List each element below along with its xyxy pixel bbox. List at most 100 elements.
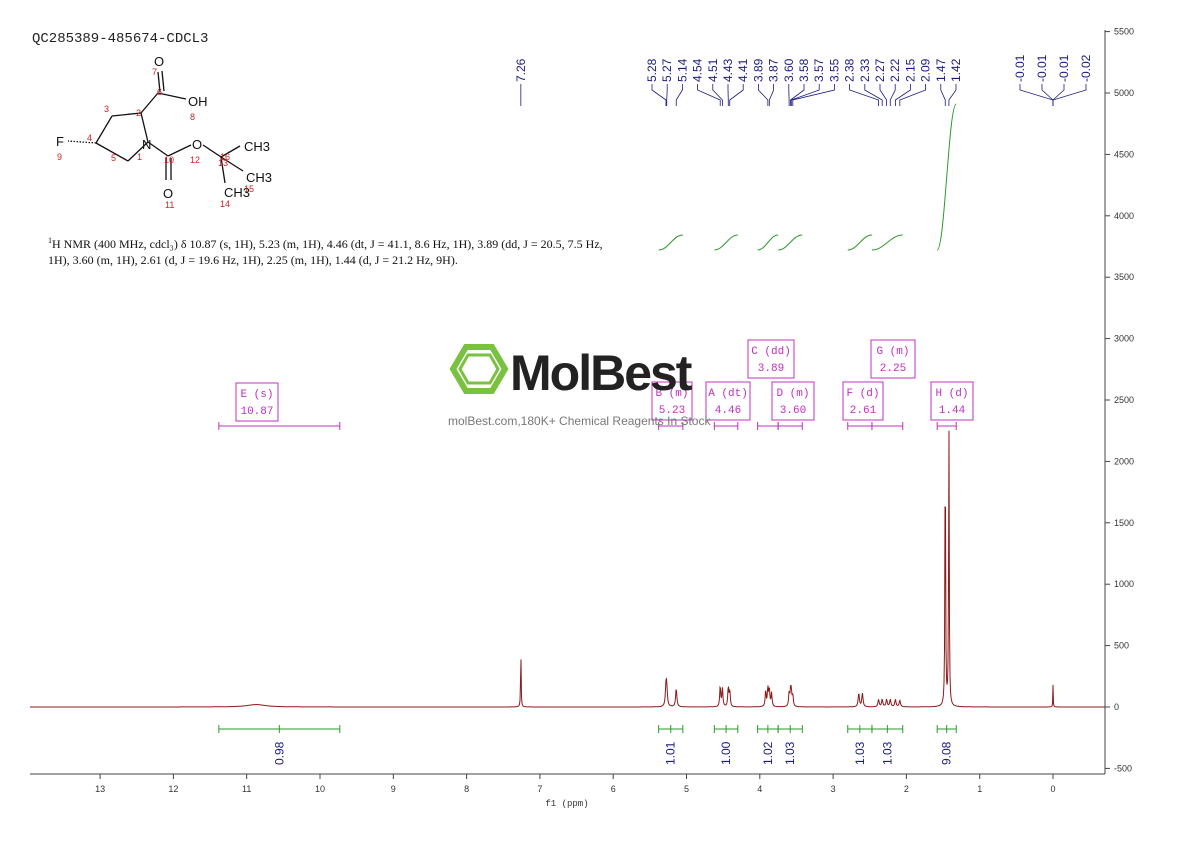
peak-label: 2.27 — [873, 58, 887, 82]
multiplet-shift: 5.23 — [659, 405, 685, 417]
atom-number: 12 — [190, 155, 200, 165]
y-tick-label: 4500 — [1114, 149, 1134, 159]
peak-label: 4.54 — [691, 58, 705, 82]
peak-label: 5.27 — [660, 58, 674, 82]
integral-curve — [871, 234, 903, 251]
benzene-inner-icon — [458, 353, 500, 385]
benzene-logo-icon — [449, 344, 509, 394]
multiplet-shift: 2.61 — [850, 405, 877, 417]
atom-number: 7 — [152, 67, 157, 77]
integral-value: 1.03 — [783, 741, 797, 765]
y-tick-label: 3000 — [1114, 334, 1134, 344]
atom-label: OH — [188, 94, 208, 109]
integral-curve — [847, 234, 873, 251]
atom-number: 5 — [111, 153, 116, 163]
atom-label: O — [163, 186, 173, 201]
peak-label-leader — [879, 84, 888, 106]
multiplet-label: F (d) — [846, 388, 879, 400]
multiplet-box — [235, 382, 279, 422]
y-tick-label: 4000 — [1114, 211, 1134, 221]
peak-label-leader — [899, 84, 926, 106]
atom-number: 4 — [87, 133, 92, 143]
integral-value: 1.03 — [853, 741, 867, 765]
y-tick-label: 1500 — [1114, 518, 1134, 528]
integral-value: 1.01 — [664, 741, 678, 765]
peak-label: -0.02 — [1079, 54, 1093, 82]
atom-number: 8 — [190, 112, 195, 122]
peak-label-leader — [768, 84, 774, 106]
peak-label-leader — [1041, 84, 1054, 106]
atom-label: O — [154, 54, 164, 69]
y-tick-label: -500 — [1114, 763, 1132, 773]
x-tick-label: 6 — [611, 784, 616, 794]
multiplet-label: A (dt) — [708, 388, 748, 400]
atom-label: CH3 — [246, 170, 272, 185]
peak-label: -0.01 — [1035, 54, 1049, 82]
integral-value: 1.00 — [719, 741, 733, 765]
peak-label-leader — [697, 84, 721, 106]
y-tick-label: 3500 — [1114, 272, 1134, 282]
peak-label: 2.38 — [843, 58, 857, 82]
peak-label-leader — [758, 84, 769, 106]
multiplet-shift: 2.25 — [880, 363, 906, 375]
multiplet-shift: 1.44 — [939, 405, 966, 417]
peak-label: 2.15 — [903, 58, 917, 82]
nmr-description: 1H NMR (400 MHz, cdcl₃) δ 10.87 (s, 1H),… — [48, 233, 608, 268]
peak-label: 3.87 — [767, 58, 781, 82]
multiplet-label: C (dd) — [751, 346, 791, 358]
peak-label: 5.28 — [645, 58, 659, 82]
atom-number: 11 — [165, 200, 174, 210]
x-tick-label: 4 — [757, 784, 762, 794]
integral-curve — [757, 234, 779, 251]
x-tick-label: 0 — [1050, 784, 1055, 794]
multiplet-box — [747, 339, 795, 379]
peak-label-leader — [849, 84, 879, 106]
spectrum-trace — [30, 430, 1105, 708]
peak-label: 2.09 — [919, 58, 933, 82]
integral-curve — [658, 234, 683, 251]
multiplet-label: G (m) — [876, 346, 909, 358]
x-tick-label: 12 — [168, 784, 178, 794]
peak-label: 4.41 — [736, 58, 750, 82]
multiplet-label: E (s) — [240, 389, 273, 401]
peak-label-leader — [729, 84, 744, 106]
atom-number: 16 — [220, 152, 230, 162]
multiplet-box — [705, 381, 751, 421]
x-tick-label: 9 — [391, 784, 396, 794]
multiplet-shift: 3.89 — [758, 363, 784, 375]
peak-label-leader — [1052, 84, 1065, 106]
integral-bars: 0.98 1.01 1.00 1.02 1.03 1.03 1.03 9.08 — [218, 725, 957, 765]
integral-curve — [778, 234, 803, 251]
peak-label: 4.51 — [706, 58, 720, 82]
peak-label-leader — [651, 84, 667, 106]
peak-label-leader — [1052, 84, 1087, 106]
molbest-logo — [449, 344, 509, 394]
peak-label: 3.89 — [751, 58, 765, 82]
y-tick-label: 5500 — [1114, 27, 1134, 37]
multiplet-box — [771, 381, 815, 421]
x-tick-label: 10 — [315, 784, 325, 794]
y-axis-ticks: 5500500045004000350030002500200015001000… — [1105, 27, 1134, 773]
y-tick-label: 2000 — [1114, 456, 1134, 466]
peak-label: 3.55 — [827, 58, 841, 82]
atom-number: 3 — [104, 104, 109, 114]
peak-label: -0.01 — [1057, 54, 1071, 82]
nmr-description-text: H NMR (400 MHz, cdcl₃) δ 10.87 (s, 1H), … — [48, 237, 603, 267]
atom-number: 15 — [244, 184, 254, 194]
x-tick-label: 8 — [464, 784, 469, 794]
peak-label-leader — [712, 84, 723, 106]
integral-value: 1.02 — [761, 741, 775, 765]
atom-number: 6 — [157, 87, 162, 97]
peak-label-leader — [889, 84, 896, 106]
atom-number: 14 — [220, 199, 230, 209]
x-tick-label: 3 — [831, 784, 836, 794]
atom-label: F — [56, 134, 64, 149]
peak-labels: 7.26 5.28 5.27 5.14 4.54 4.51 4.43 4.41 3.89 3.87… — [514, 54, 1093, 106]
integral-curve — [714, 234, 738, 251]
peak-label: 3.58 — [797, 58, 811, 82]
multiplet-shift: 4.46 — [715, 405, 741, 417]
integral-curve — [936, 103, 957, 251]
molecule-structure: O OH F N O O CH3 CH3 CH3 1 2 3 4 5 6 7 8… — [56, 54, 272, 210]
atom-label: N — [142, 137, 151, 152]
